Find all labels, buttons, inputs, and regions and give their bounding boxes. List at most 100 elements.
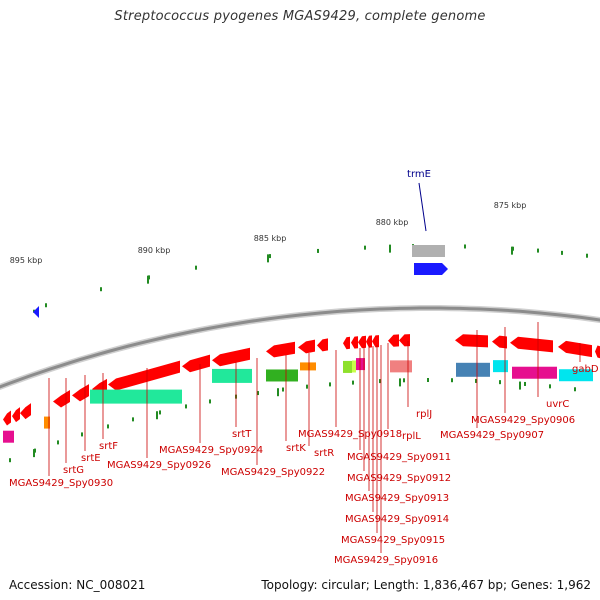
cog-bar (390, 360, 412, 373)
reverse-gene (108, 360, 180, 391)
scale-tick (317, 248, 319, 253)
gene-label: MGAS9429_Spy0913 (345, 493, 449, 504)
reverse-gene (358, 335, 366, 349)
reverse-gene (558, 340, 592, 358)
inner-scale-tick (451, 378, 453, 383)
reverse-gene (20, 403, 31, 420)
inner-scale-tick (57, 440, 59, 445)
highlight-gene-leader (418, 182, 427, 232)
gene-label: srtF (99, 441, 118, 452)
reverse-gene (492, 335, 507, 349)
reverse-gene (399, 334, 410, 347)
gene-label: gabD (572, 364, 599, 375)
inner-scale-major-tick (399, 378, 401, 387)
gene-label: MGAS9429_Spy0914 (345, 514, 449, 525)
gene-label: MGAS9429_Spy0922 (221, 467, 325, 478)
highlight-gene-label: trmE (407, 169, 431, 180)
reverse-gene (317, 338, 328, 352)
gene-label: MGAS9429_Spy0915 (341, 535, 445, 546)
accession-info: Accession: NC_008021 (9, 578, 146, 592)
gene-label: MGAS9429_Spy0912 (347, 473, 451, 484)
cog-bar (493, 360, 508, 373)
cog-bar (90, 389, 182, 404)
inner-scale-tick (524, 381, 526, 386)
gene-label: rplL (402, 431, 421, 442)
inner-scale-tick (427, 378, 429, 383)
cog-box (412, 245, 445, 257)
gene-label: srtG (63, 465, 84, 476)
inner-scale-tick (282, 387, 284, 392)
reverse-gene (343, 336, 350, 350)
reverse-gene (182, 354, 210, 373)
scale-tick (100, 287, 102, 292)
inner-scale-major-tick (33, 449, 35, 458)
scale-label: 875 kbp (494, 201, 527, 210)
reverse-gene (455, 334, 488, 348)
scale-major-tick (267, 254, 269, 263)
reverse-gene (298, 339, 315, 354)
gene-label: MGAS9429_Spy0916 (334, 555, 438, 566)
gene-label: MGAS9429_Spy0930 (9, 478, 113, 489)
forward-gene-trmE (414, 263, 448, 275)
scale-tick (45, 303, 47, 308)
gene-label: MGAS9429_Spy0926 (107, 460, 211, 471)
scale-label: 895 kbp (10, 256, 43, 265)
inner-scale-tick (81, 432, 83, 437)
cog-bar (343, 360, 352, 373)
gene-label: MGAS9429_Spy0918 (298, 429, 402, 440)
cog-bar (266, 369, 298, 382)
scale-tick (269, 254, 271, 259)
inner-scale-tick (549, 384, 551, 389)
topology-info: Topology: circular; Length: 1,836,467 bp… (261, 578, 591, 592)
inner-scale-tick (159, 410, 161, 415)
reverse-gene (12, 407, 20, 423)
backbone-shadow (0, 305, 600, 391)
cog-bar (300, 362, 316, 371)
gene-label: uvrC (546, 399, 569, 410)
cog-bar (212, 368, 252, 383)
reverse-gene (351, 336, 358, 349)
inner-scale-tick (574, 387, 576, 392)
scale-label: 880 kbp (376, 218, 409, 227)
inner-scale-tick (352, 380, 354, 385)
cog-bar (352, 360, 356, 373)
inner-scale-tick (475, 378, 477, 383)
reverse-gene (3, 410, 11, 426)
reverse-gene (266, 341, 295, 358)
scale-ring: 895 kbp 890 kbp 885 kbp 880 kbp 875 kbp (9, 201, 588, 463)
cog-bar (44, 416, 50, 429)
scale-tick (195, 265, 197, 270)
inner-scale-tick (403, 378, 405, 383)
scale-major-tick (389, 244, 391, 253)
scale-tick (464, 244, 466, 249)
inner-scale-major-tick (277, 388, 279, 397)
gene-label: srtR (314, 448, 334, 459)
backbone-line (0, 306, 600, 389)
genome-backbone (0, 305, 600, 391)
reverse-gene (212, 347, 250, 367)
scale-label: 890 kbp (138, 246, 171, 255)
reverse-gene (510, 336, 553, 353)
reverse-gene (53, 389, 70, 408)
genome-title: Streptococcus pyogenes MGAS9429, complet… (114, 9, 486, 24)
inner-scale-tick (209, 399, 211, 404)
gene-label: MGAS9429_Spy0906 (471, 415, 575, 426)
reverse-gene (72, 384, 89, 402)
inner-scale-tick (107, 424, 109, 429)
reverse-gene (595, 345, 600, 359)
scale-major-tick (147, 275, 149, 284)
inner-scale-tick (257, 391, 259, 396)
reverse-gene (366, 335, 372, 348)
inner-scale-tick (306, 384, 308, 389)
forward-gene (33, 306, 39, 318)
gene-label: MGAS9429_Spy0907 (440, 430, 544, 441)
gene-features (3, 245, 600, 443)
gene-label: srtE (81, 453, 101, 464)
inner-scale-tick (379, 379, 381, 384)
inner-scale-major-tick (156, 411, 158, 420)
scale-tick (586, 253, 588, 258)
inner-scale-tick (9, 458, 11, 463)
inner-scale-tick (185, 404, 187, 409)
